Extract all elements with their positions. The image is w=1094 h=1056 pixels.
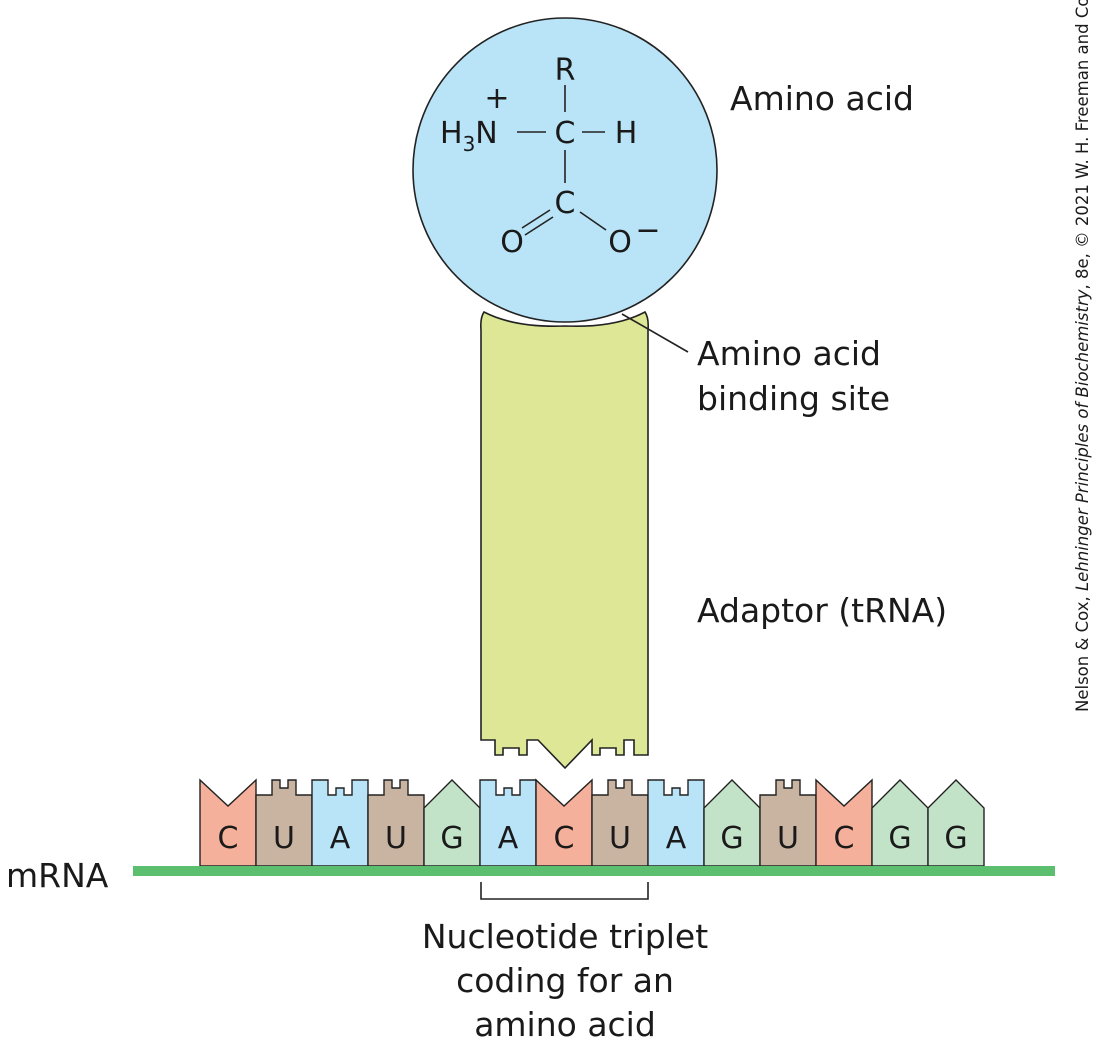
nucleotide-label: C: [554, 821, 575, 856]
nucleotide-label: U: [777, 821, 799, 856]
nucleotide-label: G: [944, 821, 967, 856]
trna-adaptor: [480, 310, 649, 770]
copyright: Nelson & Cox, Lehninger Principles of Bi…: [1073, 0, 1092, 712]
label: coding for an: [456, 961, 674, 1000]
charge: +: [484, 81, 509, 116]
leader-line: [621, 313, 689, 353]
nucleotide-label: C: [834, 821, 855, 856]
bracket: [480, 882, 649, 900]
label: Adaptor (tRNA): [697, 591, 947, 630]
label: Amino acid: [697, 334, 881, 373]
nucleotide-label: U: [385, 821, 407, 856]
atom: O: [608, 225, 632, 260]
nucleotide-label: A: [666, 821, 687, 856]
nucleotide-label: C: [218, 821, 239, 856]
label: mRNA: [6, 856, 109, 895]
atom: O: [500, 225, 524, 260]
nucleotide-label: U: [609, 821, 631, 856]
nucleotide-label: A: [498, 821, 519, 856]
bonds: [517, 85, 607, 236]
label: binding site: [697, 379, 890, 418]
atom: H3N: [440, 116, 498, 156]
atom: R: [555, 53, 576, 88]
molecule: R H3N + C H C O O −: [440, 53, 661, 260]
nucleotide: [647, 779, 705, 867]
nucleotide-label: U: [273, 821, 295, 856]
charge: −: [635, 213, 660, 248]
nucleotide-label: G: [888, 821, 911, 856]
atom: C: [555, 116, 576, 151]
label: amino acid: [474, 1005, 656, 1044]
mrna-strand: [133, 866, 1055, 876]
nucleotide-label: G: [440, 821, 463, 856]
label: Nucleotide triplet: [422, 917, 708, 956]
atom: C: [555, 186, 576, 221]
nucleotide-label: G: [720, 821, 743, 856]
label: Amino acid: [730, 79, 914, 118]
nucleotide-label: A: [330, 821, 351, 856]
atom: H: [615, 116, 638, 151]
nucleotide: [367, 779, 425, 867]
nucleotide: [311, 779, 369, 867]
